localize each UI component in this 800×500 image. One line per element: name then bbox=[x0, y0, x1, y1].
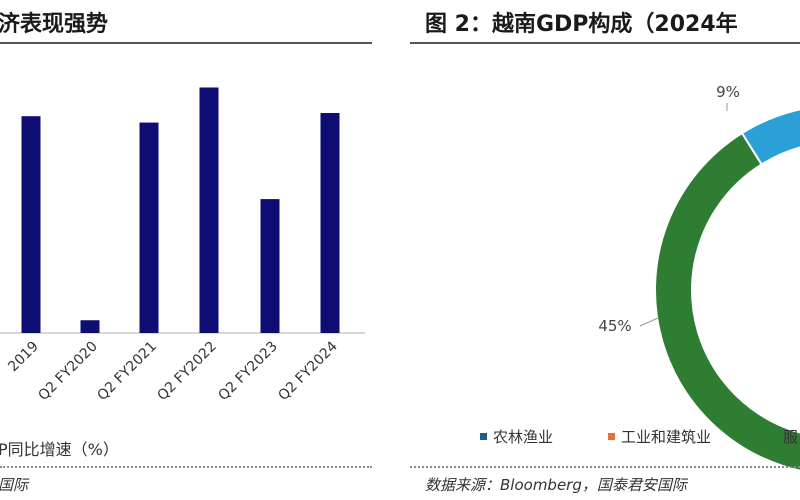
bar-1 bbox=[80, 320, 100, 333]
legend-label-agriculture: 农林渔业 bbox=[493, 428, 554, 446]
legend-item-industry: 工业和建筑业 bbox=[608, 426, 711, 447]
legend-label-services: 服 bbox=[783, 428, 799, 446]
bar-chart-xlabel: P同比增速（%） bbox=[0, 440, 119, 459]
donut-label-9pct: 9% bbox=[716, 83, 740, 101]
bar-3 bbox=[199, 87, 219, 333]
legend-swatch-services bbox=[770, 433, 777, 440]
legend-label-industry: 工业和建筑业 bbox=[621, 428, 712, 446]
left-source-note: 国际 bbox=[0, 476, 29, 494]
bar-tick-label-5: Q2 FY2024 bbox=[275, 338, 341, 404]
bar-tick-label-4: Q2 FY2023 bbox=[215, 339, 280, 404]
left-title-rule bbox=[0, 42, 372, 44]
legend-swatch-agriculture bbox=[480, 433, 487, 440]
legend-item-agriculture: 农林渔业 bbox=[480, 426, 553, 447]
right-source-note: 数据来源：Bloomberg，国泰君安国际 bbox=[425, 476, 687, 494]
bar-tick-label-0: 2019 bbox=[5, 339, 42, 376]
donut-slice-services bbox=[654, 131, 800, 472]
bar-tick-label-3: Q2 FY2022 bbox=[154, 339, 219, 404]
donut-slice-light-blue bbox=[740, 108, 800, 166]
bar-tick-label-2: Q2 FY2021 bbox=[94, 339, 159, 404]
donut-legend: 农林渔业 工业和建筑业 服 bbox=[480, 426, 800, 448]
bar-5 bbox=[320, 113, 340, 333]
bar-tick-label-1: Q2 FY2020 bbox=[35, 339, 100, 404]
bar-0 bbox=[21, 116, 41, 333]
donut-label-45pct: 45% bbox=[598, 317, 631, 335]
right-footer-rule bbox=[410, 466, 800, 468]
left-footer-rule bbox=[0, 466, 372, 468]
right-chart-title: 图 2：越南GDP构成（2024年 bbox=[425, 12, 738, 37]
bar-2 bbox=[139, 122, 159, 333]
left-chart-title: 济表现强势 bbox=[0, 12, 109, 37]
right-title-rule bbox=[410, 42, 800, 44]
legend-item-services: 服 bbox=[770, 426, 798, 447]
legend-swatch-industry bbox=[608, 433, 615, 440]
donut-leader-45pct bbox=[639, 317, 659, 327]
bar-4 bbox=[260, 199, 280, 333]
